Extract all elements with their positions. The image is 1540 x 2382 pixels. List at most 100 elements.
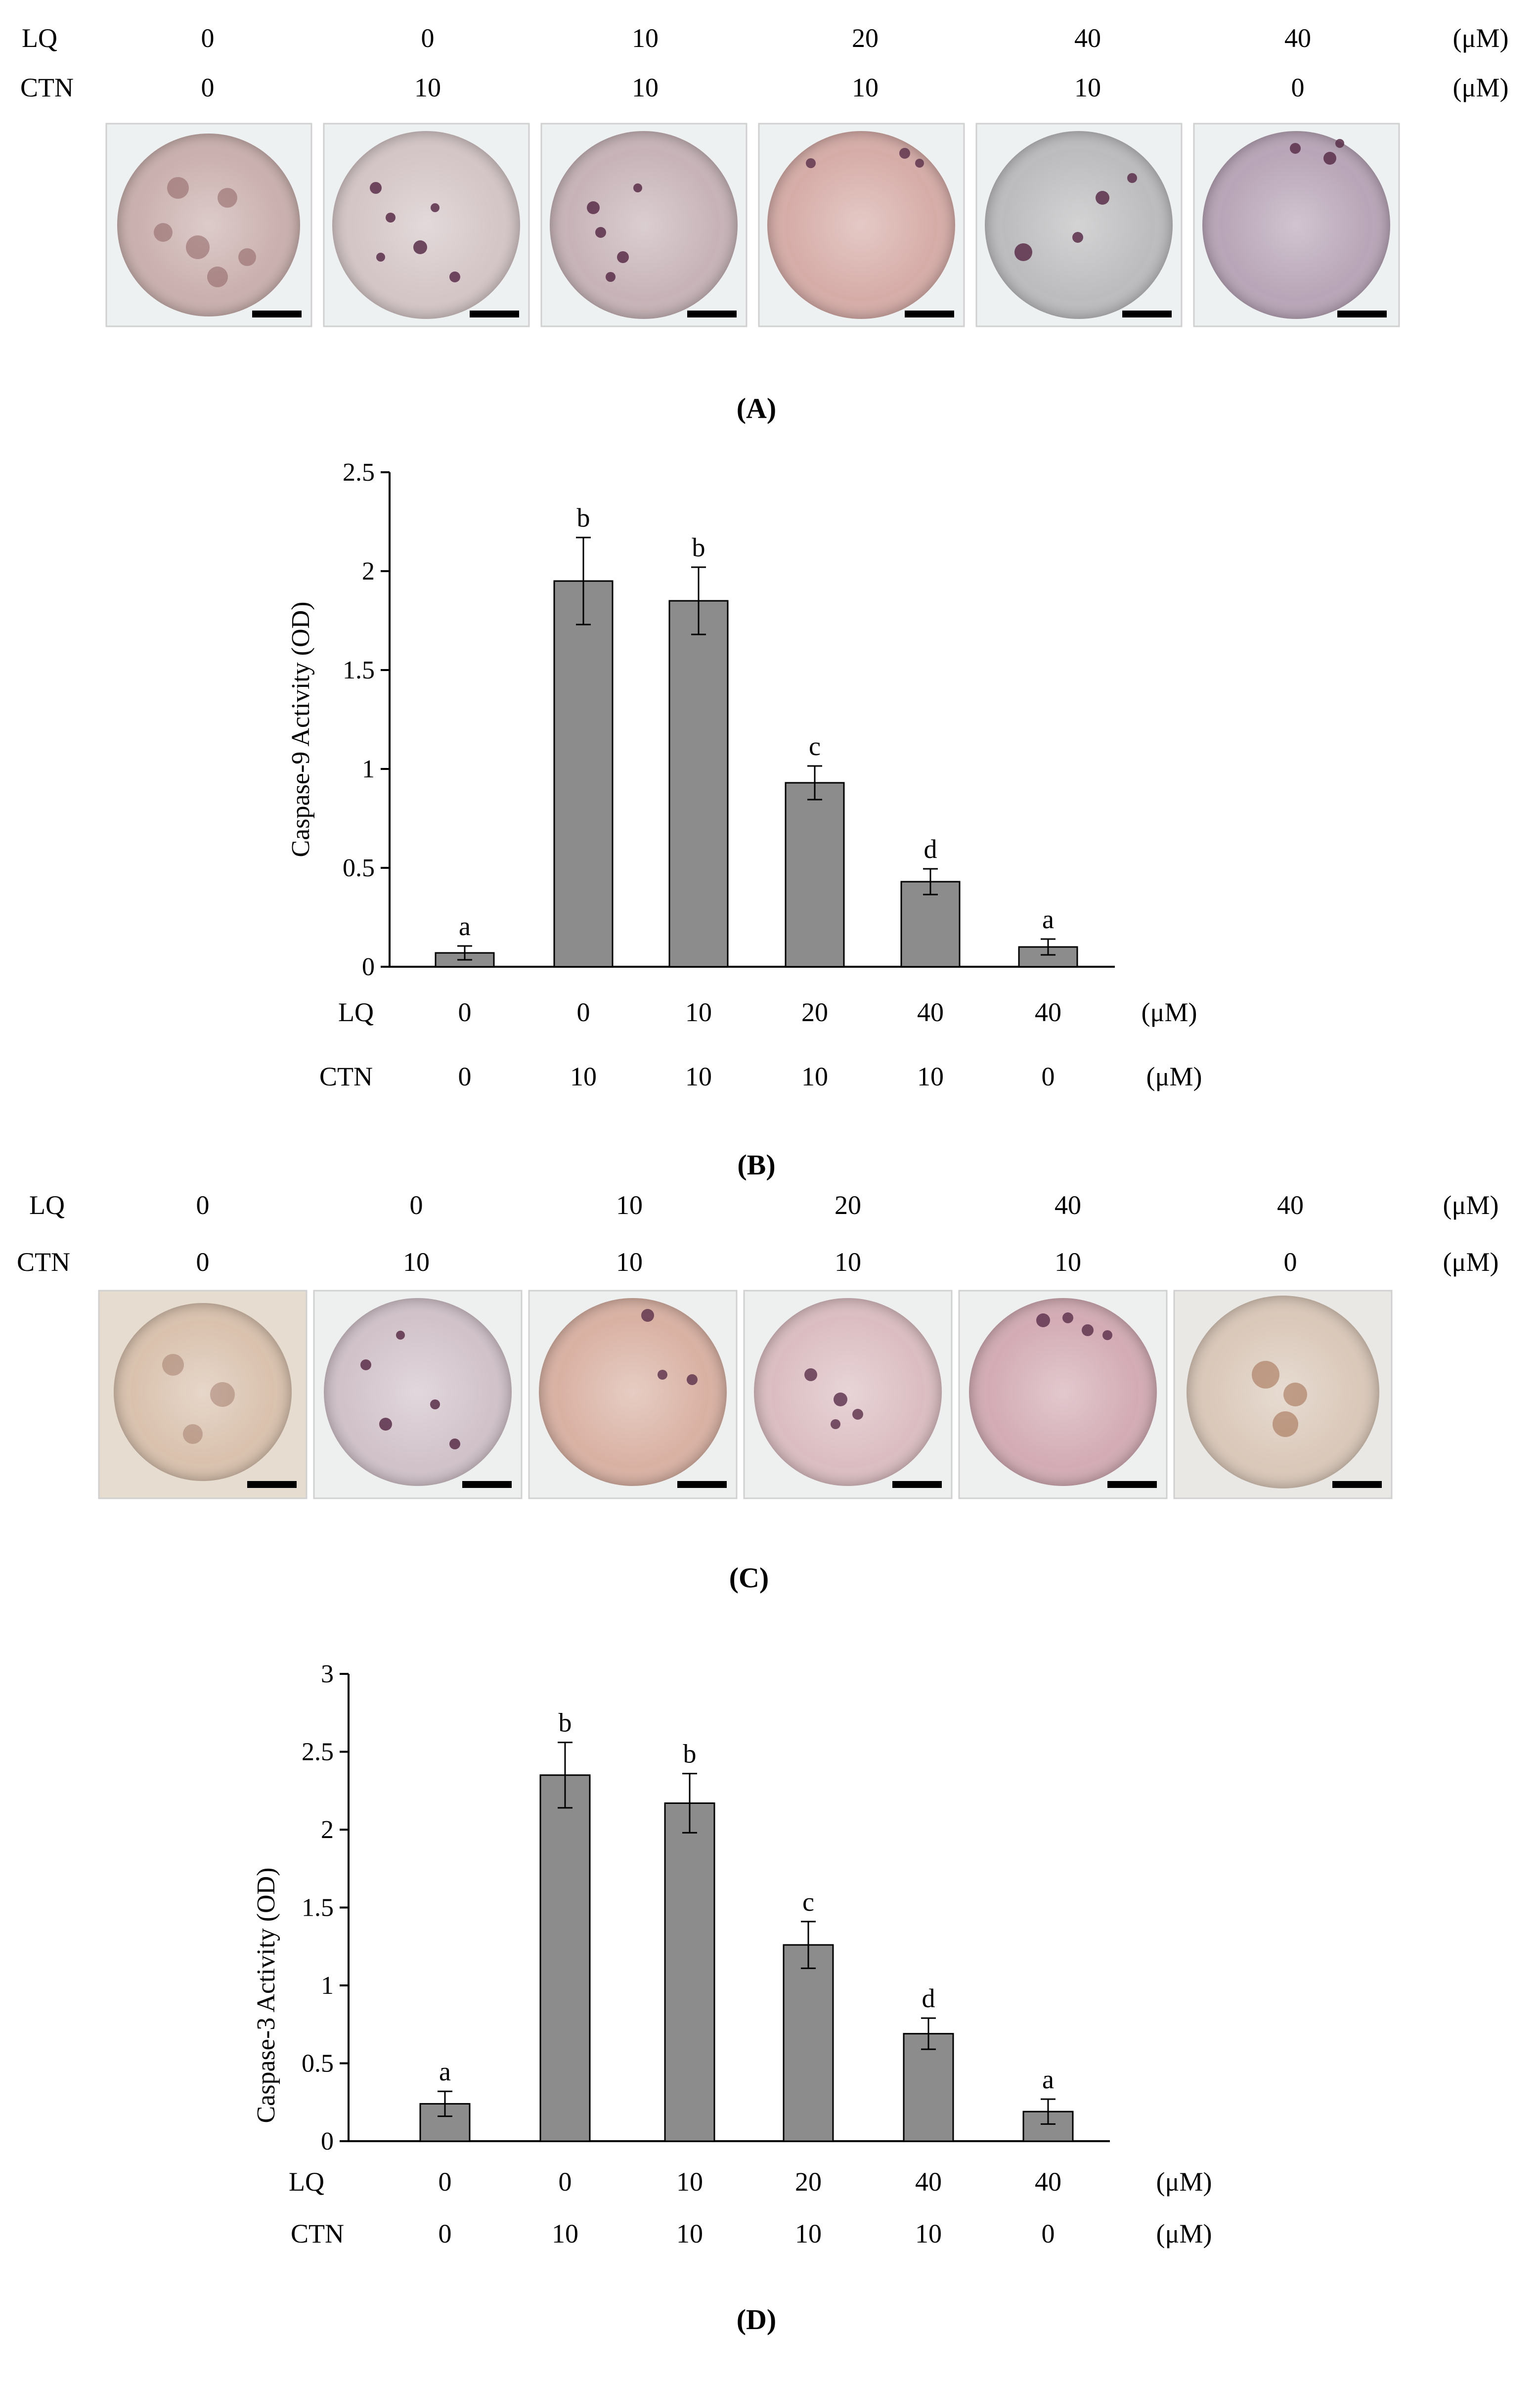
scale-bar-icon <box>1122 311 1172 317</box>
micrograph-c-6 <box>1173 1290 1393 1499</box>
ctn-value-c-3: 10 <box>616 1247 643 1277</box>
lq-value-a-6: 40 <box>1284 23 1311 53</box>
scale-bar-icon <box>1337 311 1387 317</box>
error-bar-b-3 <box>691 566 706 635</box>
lq-value-c-6: 40 <box>1277 1190 1304 1220</box>
y-tick-label-b: 2.5 <box>343 458 375 487</box>
chart-d: Caspase-3 Activity (OD) 0 0.5 1 1.5 2 2.5 3 a b… <box>252 1660 1110 2156</box>
lq-value-b-3: 10 <box>685 997 712 1027</box>
lq-value-b-2: 0 <box>577 997 590 1027</box>
lq-label-d: LQ <box>289 2167 324 2197</box>
error-bar-d-2 <box>558 1742 572 1809</box>
ctn-value-b-4: 10 <box>801 1062 828 1091</box>
bar-d-4 <box>783 1944 834 2142</box>
scale-bar-icon <box>1107 1481 1157 1488</box>
lq-value-c-1: 0 <box>196 1190 210 1220</box>
error-bar-b-6 <box>1041 938 1056 956</box>
ctn-value-d-4: 10 <box>795 2219 822 2248</box>
lq-value-d-6: 40 <box>1035 2167 1061 2197</box>
lq-value-c-2: 0 <box>410 1190 423 1220</box>
lq-value-d-2: 0 <box>559 2167 572 2197</box>
lq-value-b-4: 20 <box>801 997 828 1027</box>
ctn-value-a-4: 10 <box>852 73 879 102</box>
lq-units-a: (μM) <box>1453 23 1509 53</box>
lq-value-d-5: 40 <box>915 2167 942 2197</box>
lq-value-a-5: 40 <box>1074 23 1101 53</box>
ctn-value-b-1: 0 <box>458 1062 472 1091</box>
lq-units-b: (μM) <box>1142 997 1197 1027</box>
micrograph-a-1 <box>105 123 312 327</box>
y-tick-label-d: 2 <box>321 1816 334 1844</box>
micrograph-c-2 <box>313 1290 523 1499</box>
lq-label-a: LQ <box>22 23 57 53</box>
bar-d-5 <box>903 2033 954 2142</box>
significance-letter-d-2: b <box>559 1708 572 1738</box>
y-tick-label-d: 3 <box>321 1660 334 1688</box>
error-bar-b-5 <box>923 868 938 896</box>
panel-a: LQ CTN 0 0 10 20 40 40 (μM) 0 10 10 10 1… <box>20 23 1508 424</box>
micrograph-a-6 <box>1193 123 1400 327</box>
scale-bar-icon <box>905 311 954 317</box>
lq-value-a-4: 20 <box>852 23 879 53</box>
scale-bar-icon <box>462 1481 512 1488</box>
scale-bar-icon <box>252 311 302 317</box>
lq-value-a-1: 0 <box>201 23 215 53</box>
y-tick-label-b: 2 <box>362 557 375 585</box>
lq-value-d-4: 20 <box>795 2167 822 2197</box>
significance-letter-d-6: a <box>1042 2065 1054 2094</box>
lq-value-d-3: 10 <box>676 2167 703 2197</box>
significance-letter-d-1: a <box>439 2057 451 2086</box>
significance-letter-d-4: c <box>802 1887 814 1917</box>
error-bar-b-1 <box>457 945 472 961</box>
ctn-value-a-6: 0 <box>1291 73 1305 102</box>
panel-c: LQ CTN 0 0 10 20 40 40 (μM) 0 10 10 10 1… <box>17 1190 1498 1594</box>
panel-label-c: (C) <box>729 1562 769 1594</box>
ctn-units-c: (μM) <box>1443 1247 1499 1277</box>
lq-value-b-6: 40 <box>1035 997 1061 1027</box>
ctn-units-d: (μM) <box>1156 2219 1212 2248</box>
error-bar-d-3 <box>682 1773 697 1834</box>
ctn-value-b-6: 0 <box>1042 1062 1055 1091</box>
chart-b: Caspase-9 Activity (OD) 0 0.5 1 1.5 2 2.5 a b b… <box>287 458 1115 981</box>
panel-label-a: (A) <box>737 392 777 424</box>
ctn-value-a-2: 10 <box>414 73 441 102</box>
error-bar-d-1 <box>438 2090 452 2117</box>
lq-value-a-3: 10 <box>632 23 659 53</box>
micrograph-a-2 <box>323 123 530 327</box>
error-bar-d-5 <box>921 2017 936 2050</box>
bar-b-2 <box>553 580 614 968</box>
y-tick-label-d: 2.5 <box>302 1738 334 1766</box>
significance-letter-b-6: a <box>1042 904 1054 934</box>
lq-value-b-1: 0 <box>458 997 472 1027</box>
bar-b-4 <box>785 782 845 968</box>
y-tick-label-d: 1.5 <box>302 1894 334 1922</box>
bar-d-3 <box>664 1802 715 2142</box>
ctn-value-d-2: 10 <box>552 2219 578 2248</box>
y-tick-label-d: 1 <box>321 1972 334 2000</box>
y-tick-label-b: 1.5 <box>343 656 375 684</box>
ctn-value-b-2: 10 <box>570 1062 597 1091</box>
panel-label-b: (B) <box>737 1149 775 1181</box>
ctn-value-a-3: 10 <box>632 73 659 102</box>
ctn-value-d-5: 10 <box>915 2219 942 2248</box>
lq-units-c: (μM) <box>1443 1190 1499 1220</box>
scale-bar-icon <box>687 311 737 317</box>
lq-value-c-4: 20 <box>835 1190 861 1220</box>
y-tick-label-d: 0.5 <box>302 2050 334 2078</box>
lq-value-c-3: 10 <box>616 1190 643 1220</box>
ctn-label-d: CTN <box>291 2219 344 2248</box>
ctn-value-c-2: 10 <box>403 1247 430 1277</box>
ctn-value-b-5: 10 <box>917 1062 944 1091</box>
ctn-label-c: CTN <box>17 1247 70 1277</box>
error-bar-d-6 <box>1041 2098 1056 2125</box>
lq-value-b-5: 40 <box>917 997 944 1027</box>
significance-letter-b-5: d <box>924 834 937 864</box>
ctn-value-a-1: 0 <box>201 73 215 102</box>
micrograph-c-3 <box>528 1290 738 1499</box>
micrograph-c-4 <box>743 1290 953 1499</box>
y-axis-label-d: Caspase-3 Activity (OD) <box>252 1867 280 2123</box>
error-bar-d-4 <box>801 1921 816 1969</box>
micrograph-c-1 <box>98 1290 308 1499</box>
ctn-units-b: (μM) <box>1146 1062 1202 1091</box>
